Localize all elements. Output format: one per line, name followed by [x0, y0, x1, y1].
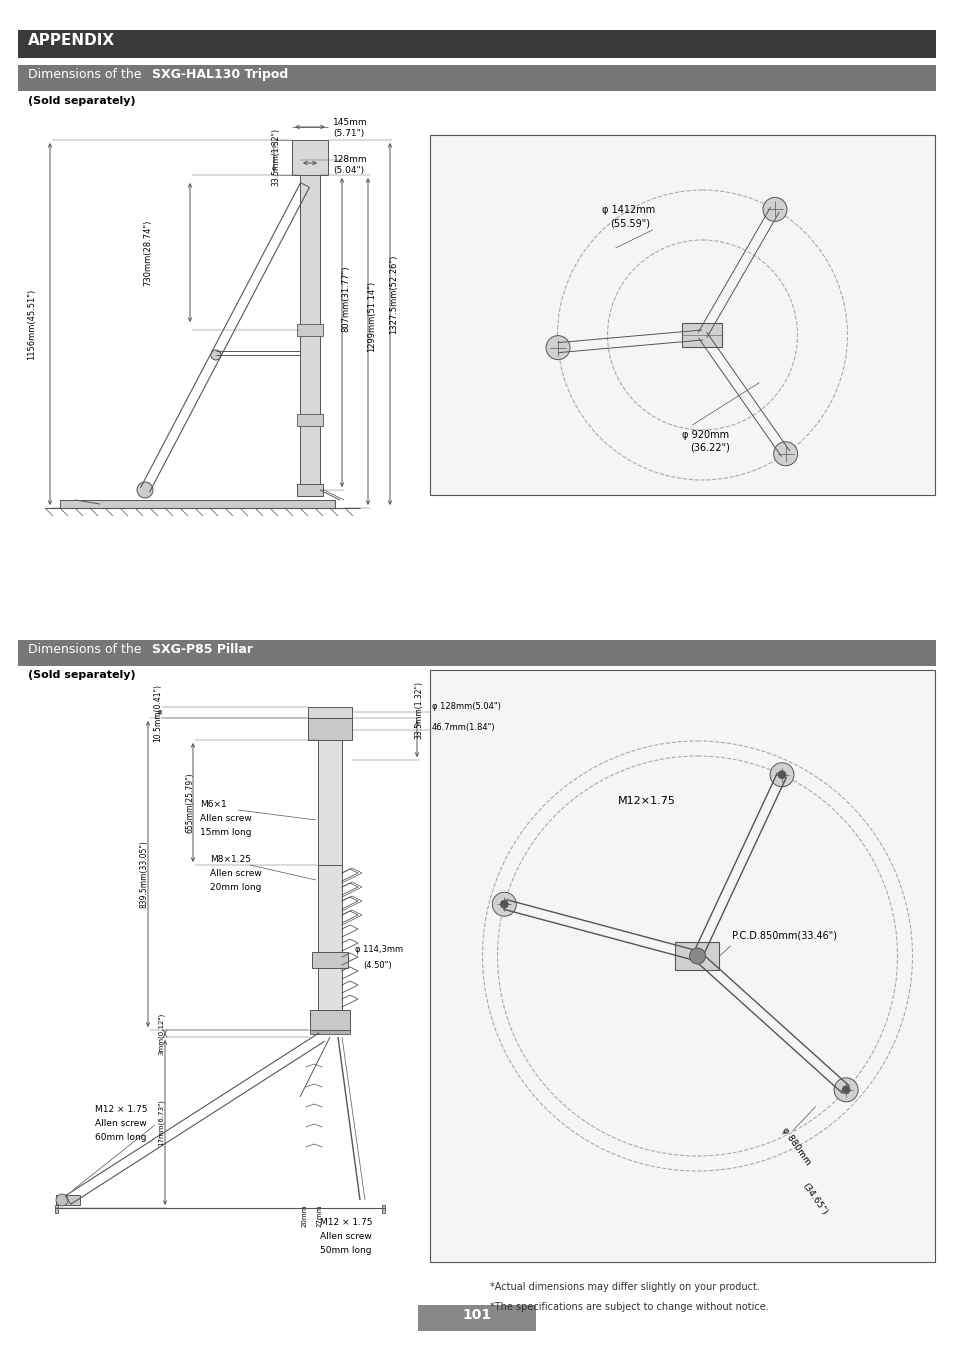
- Text: 15mm long: 15mm long: [200, 828, 252, 838]
- Text: (Sold separately): (Sold separately): [28, 670, 135, 680]
- Text: Allen screw: Allen screw: [319, 1232, 372, 1242]
- Text: 10.5mm(0.41"): 10.5mm(0.41"): [153, 684, 162, 742]
- Text: 730mm(28.74"): 730mm(28.74"): [143, 219, 152, 285]
- Text: φ 880mm: φ 880mm: [780, 1125, 812, 1167]
- Text: 50mm long: 50mm long: [319, 1246, 371, 1255]
- Text: Allen screw: Allen screw: [95, 1119, 147, 1128]
- Circle shape: [211, 350, 220, 359]
- Text: M8×1.25: M8×1.25: [210, 855, 251, 865]
- Bar: [308, 717, 352, 740]
- Text: SXG-P85 Pillar: SXG-P85 Pillar: [152, 643, 253, 657]
- Text: (55.59"): (55.59"): [610, 218, 650, 228]
- Text: (34.65"): (34.65"): [800, 1181, 828, 1216]
- Bar: [60, 500, 335, 508]
- Bar: [308, 707, 352, 717]
- Text: 46.7mm(1.84"): 46.7mm(1.84"): [432, 723, 496, 732]
- Text: M12×1.75: M12×1.75: [617, 796, 675, 807]
- Bar: [310, 1011, 350, 1029]
- Bar: [55, 1205, 58, 1213]
- Text: *Actual dimensions may differ slightly on your product.: *Actual dimensions may differ slightly o…: [490, 1282, 760, 1292]
- Text: 128mm: 128mm: [333, 155, 367, 163]
- Bar: [18, 640, 935, 666]
- Bar: [430, 135, 934, 494]
- Bar: [417, 1305, 536, 1331]
- Bar: [317, 865, 341, 1011]
- Text: (5.71"): (5.71"): [333, 128, 364, 138]
- Circle shape: [56, 1194, 68, 1206]
- Text: M6×1: M6×1: [200, 800, 227, 809]
- Text: (36.22"): (36.22"): [690, 443, 730, 453]
- Bar: [56, 1196, 80, 1205]
- Text: SXG-HAL130 Tripod: SXG-HAL130 Tripod: [152, 68, 288, 81]
- Text: Dimensions of the: Dimensions of the: [28, 68, 141, 81]
- Circle shape: [499, 900, 508, 908]
- Text: φ 1412mm: φ 1412mm: [602, 205, 655, 215]
- Bar: [312, 952, 348, 969]
- Text: 145mm: 145mm: [333, 118, 367, 127]
- Circle shape: [137, 482, 152, 499]
- Text: Allen screw: Allen screw: [200, 815, 252, 823]
- Circle shape: [778, 770, 785, 778]
- Text: φ 128mm(5.04"): φ 128mm(5.04"): [432, 703, 500, 711]
- Text: 20mm: 20mm: [302, 1205, 308, 1227]
- Bar: [681, 323, 721, 347]
- Bar: [675, 942, 719, 970]
- Text: 807mm(31.77"): 807mm(31.77"): [341, 266, 350, 332]
- Text: P.C.D.850mm(33.46"): P.C.D.850mm(33.46"): [732, 931, 837, 942]
- Text: 33.5mm(1.32"): 33.5mm(1.32"): [272, 128, 280, 186]
- Bar: [317, 740, 341, 865]
- Circle shape: [689, 948, 705, 965]
- Text: 3mm(0.12"): 3mm(0.12"): [157, 1012, 164, 1055]
- Text: 20mm long: 20mm long: [210, 884, 261, 892]
- Text: 839.5mm(33.05"): 839.5mm(33.05"): [139, 840, 149, 908]
- Text: (Sold separately): (Sold separately): [28, 96, 135, 105]
- Circle shape: [769, 763, 793, 786]
- Text: φ 920mm: φ 920mm: [681, 430, 729, 440]
- Text: 1327.5mm(52.26"): 1327.5mm(52.26"): [389, 254, 398, 334]
- Circle shape: [841, 1086, 849, 1094]
- Circle shape: [492, 892, 516, 916]
- Text: 655mm(25.79"): 655mm(25.79"): [185, 773, 194, 832]
- Text: 27mm: 27mm: [316, 1205, 323, 1227]
- Bar: [18, 30, 935, 58]
- Text: APPENDIX: APPENDIX: [28, 32, 115, 49]
- Bar: [296, 484, 323, 496]
- Text: φ 114,3mm: φ 114,3mm: [355, 944, 403, 954]
- Circle shape: [545, 335, 570, 359]
- Bar: [296, 413, 323, 426]
- Text: 1299mm(51.14"): 1299mm(51.14"): [367, 281, 376, 351]
- Circle shape: [773, 442, 797, 466]
- Text: 33.5mm(1.32"): 33.5mm(1.32"): [414, 681, 423, 739]
- Text: 60mm long: 60mm long: [95, 1133, 147, 1142]
- Text: Dimensions of the: Dimensions of the: [28, 643, 146, 657]
- Bar: [18, 65, 935, 91]
- Circle shape: [762, 197, 786, 222]
- Bar: [299, 176, 319, 490]
- Bar: [430, 670, 934, 1262]
- Circle shape: [833, 1078, 858, 1102]
- Text: 17mm(6.73"): 17mm(6.73"): [157, 1100, 164, 1146]
- Text: 101: 101: [462, 1308, 491, 1323]
- Text: Allen screw: Allen screw: [210, 869, 261, 878]
- Text: *The specifications are subject to change without notice.: *The specifications are subject to chang…: [490, 1302, 768, 1312]
- Bar: [292, 141, 328, 176]
- Text: (5.04"): (5.04"): [333, 166, 364, 176]
- Text: M12 × 1.75: M12 × 1.75: [95, 1105, 148, 1115]
- Text: (4.50"): (4.50"): [363, 961, 392, 970]
- Text: M12 × 1.75: M12 × 1.75: [319, 1219, 372, 1227]
- Bar: [296, 324, 323, 336]
- Bar: [381, 1205, 385, 1213]
- Text: 1156mm(45.51"): 1156mm(45.51"): [28, 288, 36, 359]
- Bar: [310, 1029, 350, 1034]
